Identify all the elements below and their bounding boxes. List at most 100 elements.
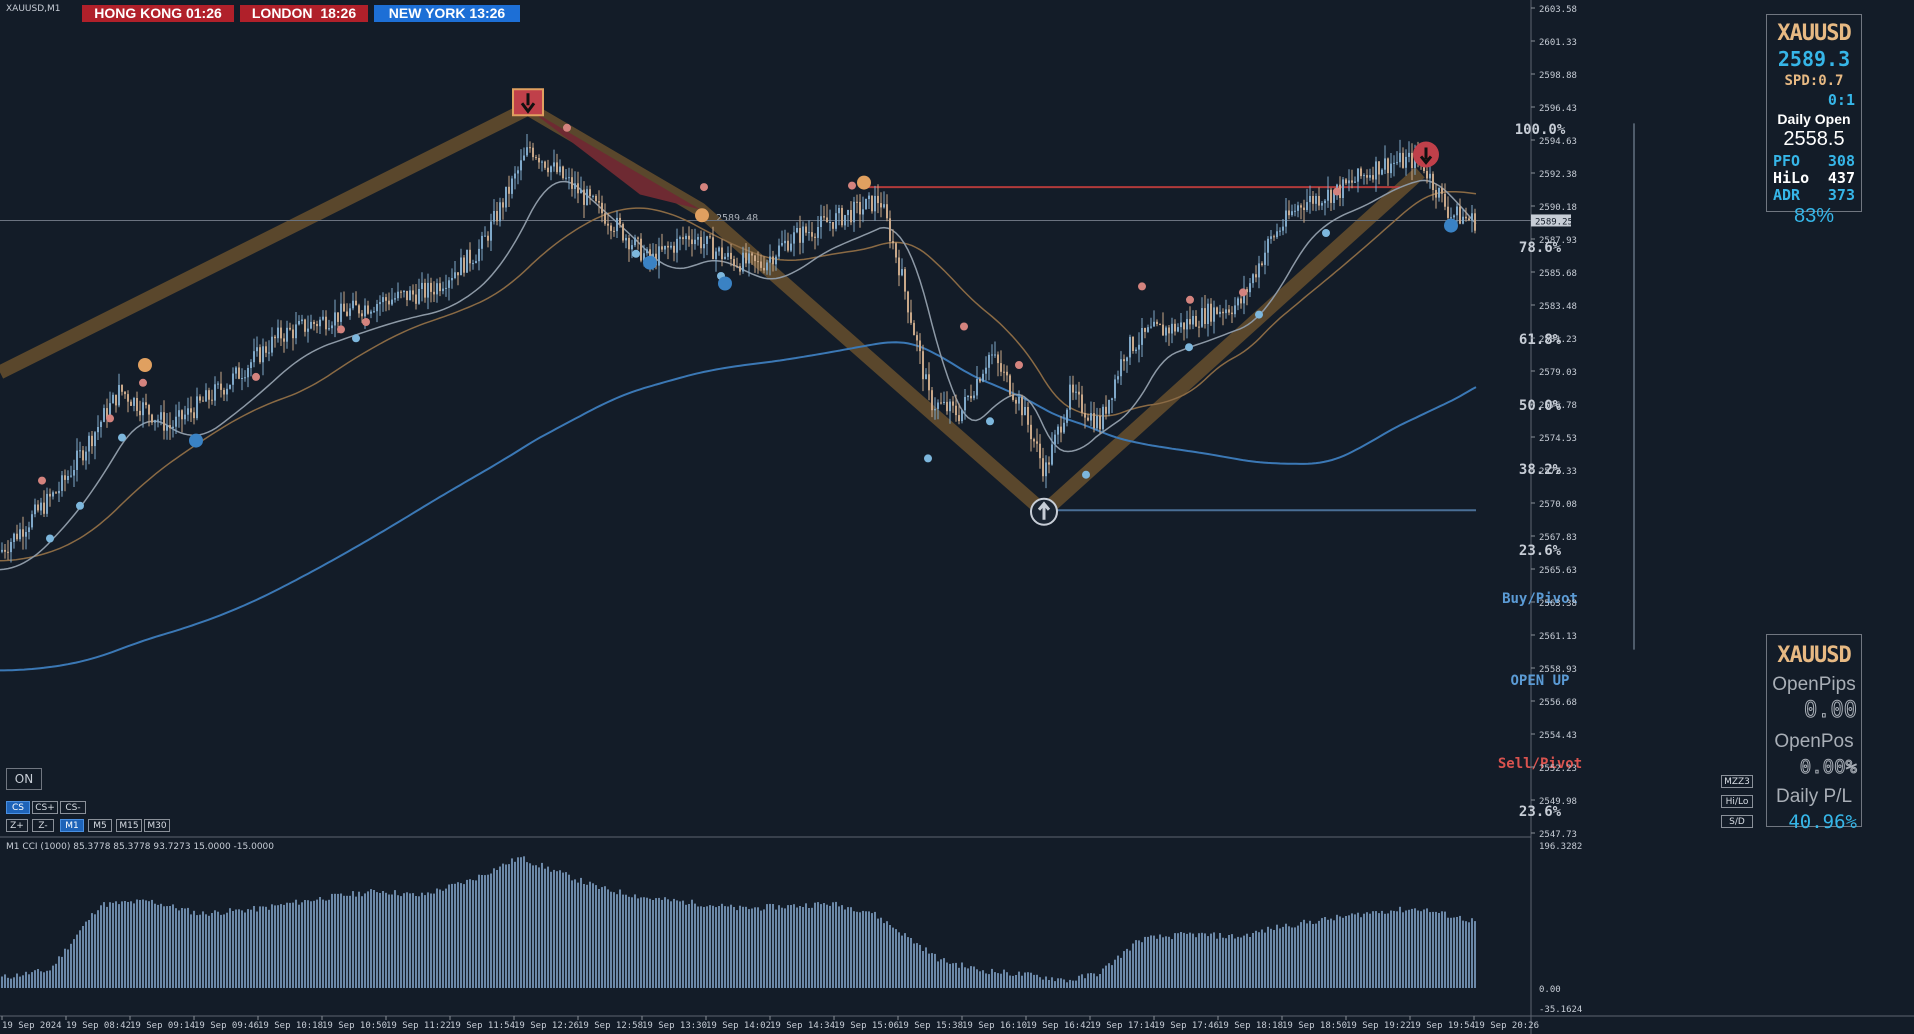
cci-bar bbox=[1462, 920, 1464, 988]
cci-bar bbox=[805, 903, 807, 988]
cci-bar bbox=[1063, 979, 1065, 988]
cci-bar bbox=[1342, 917, 1344, 988]
cci-bar bbox=[964, 967, 966, 988]
candle-body bbox=[907, 291, 909, 313]
candle-body bbox=[1015, 399, 1017, 404]
cci-bar bbox=[973, 966, 975, 988]
cci-bar bbox=[625, 894, 627, 988]
price-axis-label: 2603.58 bbox=[1539, 5, 1577, 15]
on-button[interactable]: ON bbox=[6, 768, 42, 790]
timeframe-m30-button[interactable]: M30 bbox=[144, 819, 170, 832]
candle-body bbox=[34, 504, 36, 515]
time-axis-label: 19 Sep 18:50 bbox=[1282, 1021, 1347, 1031]
cci-bar bbox=[364, 893, 366, 988]
candle-body bbox=[964, 397, 966, 411]
candle-body bbox=[1237, 298, 1239, 306]
open-pos-value: 0.00% bbox=[1799, 756, 1857, 779]
candle-body bbox=[409, 290, 411, 301]
cci-bar bbox=[829, 905, 831, 988]
cci-bar bbox=[460, 883, 462, 988]
candle-body bbox=[1261, 263, 1263, 265]
candle-body bbox=[202, 400, 204, 402]
candle-body bbox=[316, 324, 318, 327]
cci-bar bbox=[1249, 937, 1251, 988]
candle-body bbox=[430, 282, 432, 292]
cs-minus-button[interactable]: CS- bbox=[60, 801, 86, 814]
cci-bar bbox=[1450, 917, 1452, 988]
cci-bar bbox=[1216, 938, 1218, 988]
price-axis-label: 2576.78 bbox=[1539, 401, 1577, 411]
cci-bar bbox=[784, 908, 786, 988]
candle-body bbox=[769, 256, 771, 263]
candle-body bbox=[1246, 289, 1248, 293]
candle-body bbox=[346, 311, 348, 316]
cci-bar bbox=[760, 910, 762, 988]
swing-dot-orange bbox=[138, 358, 152, 372]
cci-bar bbox=[358, 891, 360, 988]
cci-bar bbox=[1192, 933, 1194, 988]
cci-bar bbox=[241, 910, 243, 988]
candle-body bbox=[505, 186, 507, 208]
cci-bar bbox=[265, 906, 267, 988]
cci-axis-label: -35.1624 bbox=[1539, 1005, 1582, 1015]
cs-button[interactable]: CS bbox=[6, 801, 30, 814]
cci-bar bbox=[337, 893, 339, 988]
cci-bar bbox=[70, 943, 72, 988]
cci-bar bbox=[1162, 937, 1164, 988]
cci-bar bbox=[1039, 977, 1041, 988]
sd-button[interactable]: S/D bbox=[1721, 815, 1753, 828]
cci-bar bbox=[748, 909, 750, 988]
cci-bar bbox=[1072, 980, 1074, 988]
candle-body bbox=[1093, 413, 1095, 429]
candle-body bbox=[1084, 413, 1086, 418]
candle-body bbox=[1078, 391, 1080, 395]
swing-dot-orange bbox=[695, 208, 709, 223]
candle-body bbox=[244, 377, 246, 379]
cci-bar bbox=[1396, 911, 1398, 988]
cci-bar bbox=[181, 908, 183, 988]
cci-bar bbox=[1309, 920, 1311, 988]
cci-bar bbox=[202, 911, 204, 988]
cci-bar bbox=[1414, 908, 1416, 988]
swing-low-dot bbox=[352, 334, 360, 343]
candle-body bbox=[1279, 230, 1281, 232]
candle-body bbox=[1411, 152, 1413, 168]
candle-body bbox=[388, 300, 390, 305]
cci-bar bbox=[961, 962, 963, 988]
cci-bar bbox=[991, 968, 993, 988]
timeframe-m1-button[interactable]: M1 bbox=[60, 819, 84, 832]
candle-body bbox=[1462, 216, 1464, 224]
cci-bar bbox=[160, 903, 162, 988]
candle-body bbox=[370, 311, 372, 314]
cci-bar bbox=[1420, 911, 1422, 988]
candle-body bbox=[1255, 274, 1257, 278]
cci-bar bbox=[457, 882, 459, 988]
cci-bar bbox=[715, 907, 717, 988]
cci-bar bbox=[526, 862, 528, 988]
swing-dot-blue bbox=[643, 255, 657, 270]
mzz3-button[interactable]: MZZ3 bbox=[1721, 775, 1753, 788]
timeframe-m5-button[interactable]: M5 bbox=[88, 819, 112, 832]
cci-bar bbox=[1219, 933, 1221, 988]
zoom-in-button[interactable]: Z+ bbox=[6, 819, 28, 832]
candle-body bbox=[1291, 211, 1293, 216]
swing-high-dot bbox=[960, 322, 968, 331]
candle-body bbox=[115, 394, 117, 406]
cci-bar bbox=[661, 899, 663, 988]
candle-body bbox=[1285, 210, 1287, 227]
candle-body bbox=[955, 405, 957, 416]
fib-level-label: Buy/Pivot bbox=[1502, 591, 1578, 607]
candle-body bbox=[667, 245, 669, 248]
cci-bar bbox=[1432, 911, 1434, 988]
cci-bar bbox=[676, 900, 678, 988]
hilo-button[interactable]: Hi/Lo bbox=[1721, 795, 1753, 808]
candle-body bbox=[400, 291, 402, 293]
timeframe-m15-button[interactable]: M15 bbox=[116, 819, 142, 832]
candle-body bbox=[1441, 187, 1443, 194]
swing-high-dot bbox=[563, 123, 571, 132]
zoom-out-button[interactable]: Z- bbox=[32, 819, 54, 832]
cs-plus-button[interactable]: CS+ bbox=[32, 801, 58, 814]
cci-bar bbox=[235, 909, 237, 988]
candle-body bbox=[1144, 328, 1146, 332]
